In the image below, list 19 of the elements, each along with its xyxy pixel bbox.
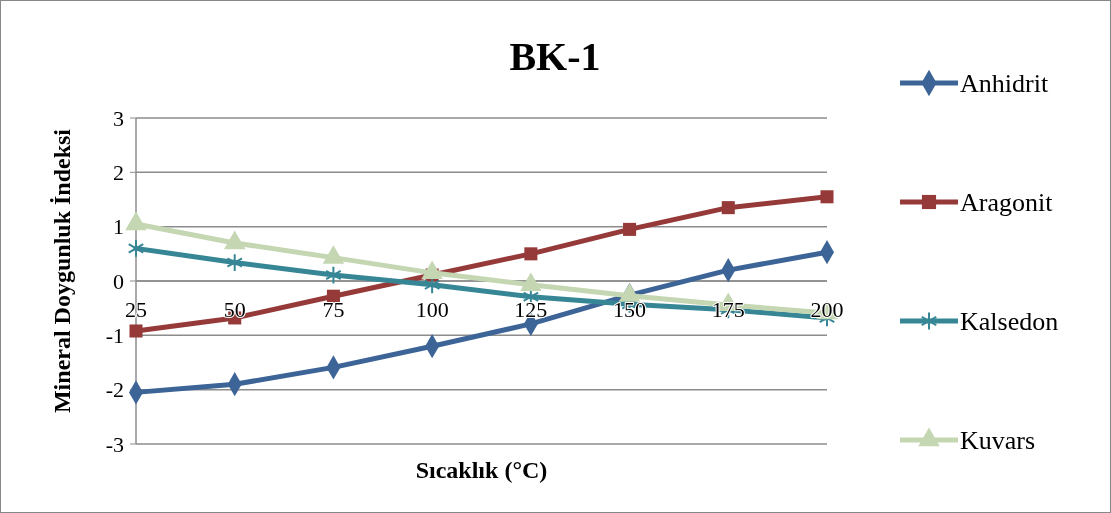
x-tick-label: 100 — [415, 297, 449, 322]
legend-label: Anhidrit — [960, 69, 1049, 99]
x-tick-label: 25 — [125, 297, 147, 322]
y-tick-label: -2 — [105, 377, 124, 403]
legend-label: Kalsedon — [960, 307, 1059, 337]
y-tick-label: 3 — [113, 105, 124, 131]
y-tick-label: 1 — [113, 214, 124, 240]
legend-label: Aragonit — [960, 188, 1054, 218]
x-tick-label: 75 — [322, 297, 345, 322]
y-tick-label: 0 — [113, 268, 124, 294]
y-axis-title: Mineral Doygunluk İndeksi — [49, 128, 75, 414]
y-tick-label: -1 — [105, 323, 124, 349]
x-tick-label: 200 — [810, 297, 844, 322]
y-tick-label: 2 — [113, 160, 124, 186]
x-tick-label: 125 — [514, 297, 548, 322]
legend-label: Kuvars — [960, 426, 1036, 456]
chart-title: BK-1 — [509, 34, 601, 79]
y-tick-label: -3 — [105, 431, 124, 457]
x-axis-title: Sıcaklık (°C) — [415, 457, 548, 483]
